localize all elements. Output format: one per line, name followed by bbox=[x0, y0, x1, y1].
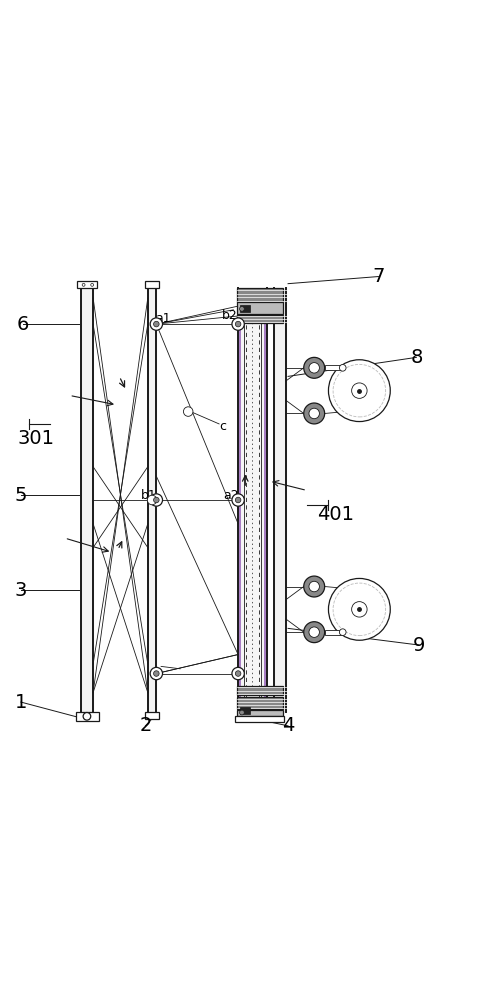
Circle shape bbox=[239, 306, 244, 311]
Circle shape bbox=[150, 318, 162, 330]
Circle shape bbox=[351, 602, 366, 617]
Circle shape bbox=[308, 363, 319, 373]
Bar bbox=[324, 630, 342, 635]
Circle shape bbox=[183, 407, 192, 416]
Text: b2: b2 bbox=[221, 309, 237, 322]
Bar bbox=[235, 716, 284, 722]
Bar bbox=[236, 302, 282, 314]
Circle shape bbox=[150, 494, 162, 506]
Bar bbox=[240, 707, 250, 714]
Text: 401: 401 bbox=[316, 505, 353, 524]
Bar bbox=[236, 288, 282, 302]
Bar bbox=[144, 281, 159, 288]
Circle shape bbox=[303, 622, 324, 643]
Circle shape bbox=[231, 667, 244, 680]
Circle shape bbox=[147, 495, 156, 505]
Circle shape bbox=[150, 667, 162, 680]
Bar bbox=[236, 710, 282, 716]
Circle shape bbox=[231, 318, 244, 330]
Circle shape bbox=[153, 497, 159, 503]
Circle shape bbox=[153, 671, 159, 676]
Bar bbox=[324, 365, 342, 370]
Text: 8: 8 bbox=[409, 348, 422, 367]
Text: 3: 3 bbox=[14, 581, 27, 600]
Bar bbox=[236, 697, 282, 709]
Bar bbox=[77, 281, 96, 288]
Bar bbox=[236, 686, 282, 695]
Circle shape bbox=[82, 283, 85, 286]
Circle shape bbox=[308, 627, 319, 637]
Circle shape bbox=[239, 710, 244, 715]
Circle shape bbox=[235, 671, 240, 676]
Text: 4: 4 bbox=[281, 716, 294, 735]
Circle shape bbox=[91, 283, 94, 286]
Text: b1: b1 bbox=[141, 489, 157, 502]
Circle shape bbox=[235, 497, 240, 503]
Text: a2: a2 bbox=[223, 489, 238, 502]
Circle shape bbox=[235, 321, 240, 327]
Text: 1: 1 bbox=[14, 693, 27, 712]
Text: 2: 2 bbox=[139, 716, 151, 735]
Circle shape bbox=[351, 383, 366, 398]
Circle shape bbox=[83, 713, 91, 720]
Circle shape bbox=[328, 578, 389, 640]
Bar bbox=[75, 712, 98, 721]
Circle shape bbox=[303, 403, 324, 424]
Text: a1: a1 bbox=[156, 312, 171, 325]
Circle shape bbox=[308, 408, 319, 419]
Text: 5: 5 bbox=[14, 486, 27, 505]
Circle shape bbox=[303, 576, 324, 597]
Bar bbox=[236, 315, 282, 323]
Circle shape bbox=[231, 494, 244, 506]
Circle shape bbox=[303, 357, 324, 378]
Circle shape bbox=[328, 360, 389, 422]
Text: 6: 6 bbox=[16, 315, 29, 334]
Text: c: c bbox=[219, 420, 226, 433]
Bar bbox=[240, 305, 250, 312]
Text: 9: 9 bbox=[412, 636, 424, 655]
Text: 301: 301 bbox=[18, 429, 54, 448]
Bar bbox=[144, 712, 159, 719]
Circle shape bbox=[308, 581, 319, 592]
Circle shape bbox=[339, 364, 345, 371]
Circle shape bbox=[333, 583, 385, 636]
Circle shape bbox=[153, 321, 159, 327]
Circle shape bbox=[339, 629, 345, 636]
Text: 7: 7 bbox=[372, 267, 384, 286]
Circle shape bbox=[333, 364, 385, 417]
